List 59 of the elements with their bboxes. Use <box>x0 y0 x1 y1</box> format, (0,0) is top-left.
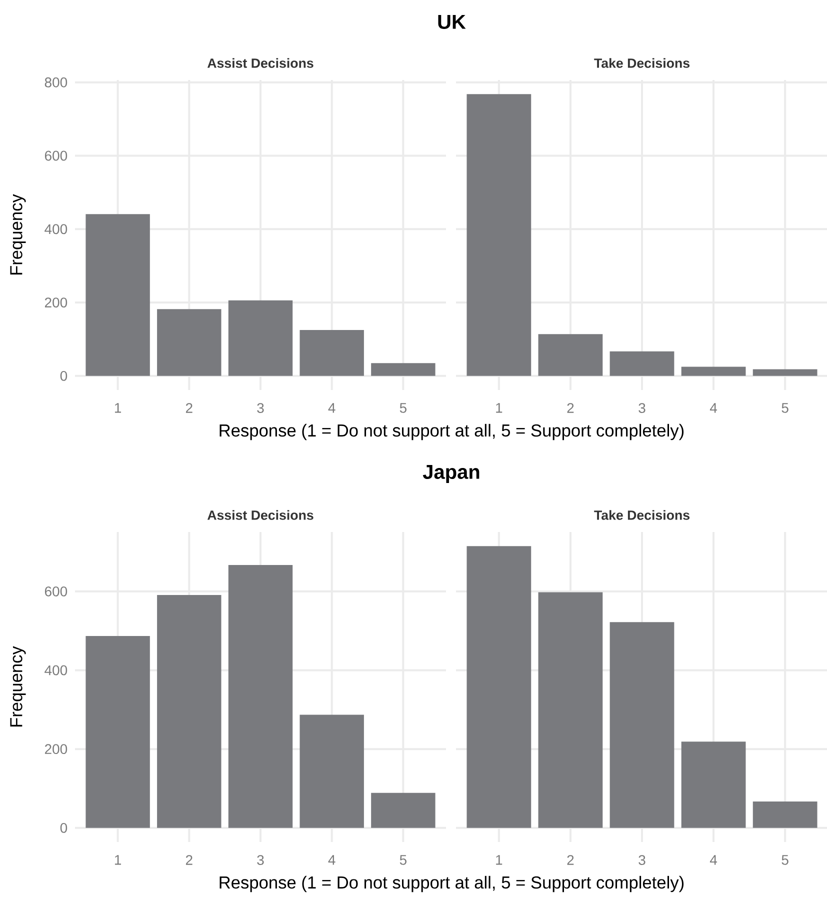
x-tick-label: 2 <box>567 855 574 865</box>
bar <box>466 94 532 376</box>
bar <box>86 214 150 376</box>
bar <box>681 366 746 376</box>
chart-subtitle: Assist Decisions <box>207 58 314 68</box>
bar <box>300 714 364 828</box>
x-tick-label: 3 <box>638 403 646 413</box>
x-axis-title: Response (1 = Do not support at all, 5 = Support completely) <box>220 876 684 892</box>
chart-subtitle: Take Decisions <box>594 510 690 520</box>
bar <box>538 592 603 828</box>
y-tick-label: 800 <box>44 77 68 88</box>
y-tick-label: 200 <box>44 744 68 754</box>
y-tick-label: 600 <box>44 586 68 596</box>
chart-subtitle: Assist Decisions <box>207 510 314 520</box>
x-tick-label: 3 <box>257 855 264 865</box>
x-tick-label: 5 <box>782 855 788 865</box>
y-tick-label: 400 <box>44 665 68 676</box>
bar <box>681 742 746 828</box>
bar <box>228 565 293 828</box>
bar <box>752 369 818 376</box>
x-tick-label: 2 <box>186 403 192 413</box>
y-tick-label: 0 <box>60 822 68 833</box>
y-tick-label: 200 <box>44 298 68 308</box>
bar <box>752 801 818 828</box>
bar <box>371 792 436 828</box>
bar <box>466 546 532 828</box>
x-tick-label: 1 <box>496 403 502 413</box>
y-tick-label: 400 <box>44 224 68 234</box>
chart-title: Japan <box>422 465 480 483</box>
chart-subtitle: Take Decisions <box>594 58 690 68</box>
x-tick-label: 5 <box>782 403 788 413</box>
x-tick-label: 1 <box>114 855 121 865</box>
bar <box>538 334 603 376</box>
y-tick-label: 0 <box>60 370 68 381</box>
bar <box>300 330 364 376</box>
x-tick-label: 3 <box>257 403 264 413</box>
bar <box>228 300 293 376</box>
x-tick-label: 2 <box>567 403 574 413</box>
x-axis-title: Response (1 = Do not support at all, 5 = Support completely) <box>220 424 684 440</box>
y-axis-title: Frequency <box>10 194 26 275</box>
bar <box>86 636 150 828</box>
x-tick-label: 1 <box>114 403 121 413</box>
bar <box>157 594 222 828</box>
bar <box>610 622 674 828</box>
x-tick-label: 4 <box>710 403 717 413</box>
bar <box>610 351 674 376</box>
x-tick-label: 5 <box>400 855 406 865</box>
x-tick-label: 3 <box>638 855 646 865</box>
x-tick-label: 4 <box>328 403 336 413</box>
chart-title: UK <box>438 15 466 29</box>
bar <box>371 363 436 376</box>
y-axis-title: Frequency <box>10 646 26 727</box>
bar <box>157 309 222 376</box>
x-tick-label: 1 <box>496 855 502 865</box>
y-tick-label: 600 <box>44 150 68 161</box>
x-tick-label: 4 <box>328 855 336 865</box>
x-tick-label: 4 <box>710 855 717 865</box>
x-tick-label: 2 <box>186 855 192 865</box>
x-tick-label: 5 <box>400 403 406 413</box>
